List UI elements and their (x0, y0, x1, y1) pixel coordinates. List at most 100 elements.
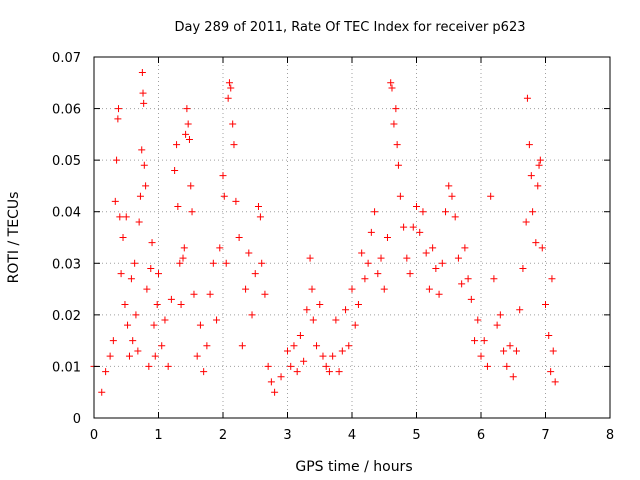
data-point (111, 197, 119, 205)
data-point (358, 249, 366, 257)
data-point (308, 285, 316, 293)
data-point (213, 316, 221, 324)
data-point (227, 84, 235, 92)
data-point (232, 197, 240, 205)
data-point (448, 192, 456, 200)
x-axis-label: GPS time / hours (295, 459, 412, 475)
data-point (303, 306, 311, 314)
data-point (364, 259, 372, 267)
x-tick-label: 8 (606, 428, 614, 443)
data-point (435, 290, 443, 298)
y-tick-label: 0.01 (52, 360, 81, 375)
data-point (229, 120, 237, 128)
data-point (525, 141, 533, 149)
data-point (335, 368, 343, 376)
data-point (216, 244, 224, 252)
data-point (413, 203, 420, 211)
data-point (164, 362, 172, 370)
data-point (345, 342, 353, 350)
data-point (138, 146, 146, 154)
data-point (109, 337, 117, 345)
data-point (235, 234, 243, 241)
data-point (174, 203, 182, 211)
data-point (161, 316, 169, 324)
y-tick-label: 0.04 (52, 206, 81, 221)
x-tick-label: 5 (412, 428, 420, 443)
data-point (138, 68, 146, 76)
data-point (509, 373, 517, 381)
data-point (148, 239, 156, 247)
data-point (551, 378, 559, 386)
data-point (471, 337, 479, 345)
data-point (523, 94, 531, 102)
y-tick-label: 0.02 (52, 309, 81, 324)
data-point (547, 368, 555, 376)
data-point (394, 161, 402, 169)
data-point (438, 259, 446, 267)
data-point (351, 321, 359, 329)
data-point (454, 254, 462, 262)
data-point (293, 368, 301, 376)
data-point (116, 213, 124, 221)
data-point (153, 301, 161, 309)
data-point (332, 316, 340, 324)
data-point (451, 213, 459, 221)
data-point (135, 218, 143, 226)
data-point (185, 136, 193, 144)
data-point (374, 270, 382, 278)
y-axis-ticks: 0 0.01 0.02 0.03 0.04 0.05 0.06 0.07 (52, 51, 610, 427)
data-point (548, 275, 556, 283)
data-point (182, 130, 190, 138)
data-point (534, 182, 542, 190)
data-point (322, 362, 330, 370)
data-point (300, 357, 308, 365)
data-point (134, 347, 142, 355)
data-point (245, 249, 253, 257)
data-point (200, 368, 208, 376)
chart-title: Day 289 of 2011, Rate Of TEC Index for r… (175, 20, 526, 35)
data-point (306, 254, 314, 262)
data-point (242, 285, 250, 293)
y-tick-label: 0.05 (52, 154, 81, 169)
data-point (267, 378, 275, 386)
data-point (119, 234, 127, 241)
data-point (325, 368, 333, 376)
data-point (503, 362, 511, 370)
data-point (129, 337, 137, 345)
data-point (193, 352, 201, 360)
data-point (500, 347, 508, 355)
data-point (124, 321, 132, 329)
data-point (483, 362, 491, 370)
x-tick-label: 6 (477, 428, 485, 443)
data-point (248, 311, 256, 319)
data-point (284, 347, 291, 355)
data-point (140, 99, 148, 107)
data-point (256, 213, 264, 221)
x-tick-label: 1 (154, 428, 162, 443)
data-point (319, 352, 327, 360)
x-axis-ticks: 0 1 2 3 4 5 6 7 8 (90, 57, 614, 443)
data-point (309, 316, 317, 324)
data-point (171, 166, 179, 174)
data-point (409, 223, 417, 231)
data-point (143, 285, 151, 293)
data-point (98, 388, 106, 396)
y-tick-label: 0 (73, 412, 81, 427)
y-tick-label: 0.06 (52, 103, 81, 118)
data-point (419, 208, 427, 216)
data-point (403, 254, 411, 262)
data-point (506, 342, 514, 350)
data-point (264, 362, 272, 370)
data-point (474, 316, 482, 324)
data-point (203, 342, 211, 350)
data-markers (90, 68, 559, 396)
data-point (535, 161, 543, 169)
data-point (354, 301, 362, 309)
data-point (400, 223, 408, 231)
data-point (121, 301, 129, 309)
data-point (136, 192, 144, 200)
y-tick-label: 0.07 (52, 51, 81, 66)
data-point (464, 275, 472, 283)
data-point (140, 161, 148, 169)
data-point (316, 301, 324, 309)
